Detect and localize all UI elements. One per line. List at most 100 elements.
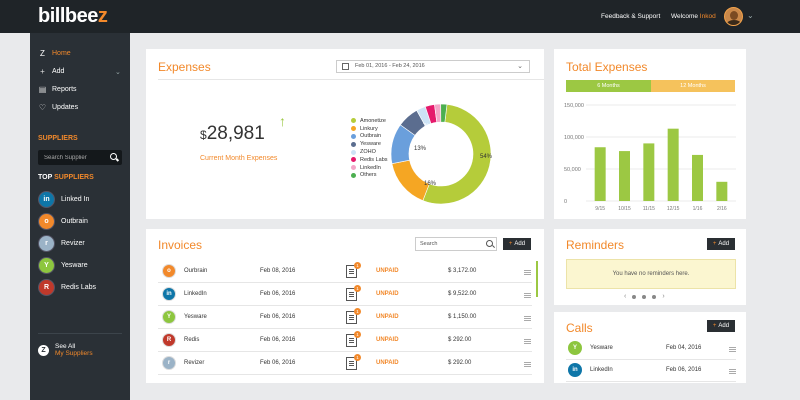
vendor-name: Yesware [184,314,207,320]
supplier-item[interactable]: o Outbrain [38,213,88,230]
call-row[interactable]: in LinkedIn Feb 06, 2016 [566,360,736,382]
tab-6-months[interactable]: 6 Months [566,80,651,92]
vendor-avatar: Y [162,310,176,324]
suppliers-heading: SUPPLIERS [38,135,78,142]
status-badge: UNPAID [376,268,399,274]
status-badge: UNPAID [376,291,399,297]
supplier-item[interactable]: R Redis Labs [38,279,96,296]
search-icon[interactable] [110,153,117,160]
invoice-amount: $ 1,150.00 [448,314,477,320]
menu-icon[interactable] [729,369,736,370]
reminders-card: Reminders + Add You have no reminders her… [554,229,746,305]
pager-dot[interactable] [642,294,647,299]
expenses-title: Expenses [158,60,211,74]
bar [594,147,606,201]
logo[interactable]: billbeez [38,5,108,27]
current-month-caption: Current Month Expenses [200,155,278,162]
vendor-avatar: o [162,264,176,278]
document-icon[interactable] [346,334,357,347]
supplier-item[interactable]: Y Yesware [38,257,88,274]
total-expenses-card: Total Expenses 6 Months 12 Months 150,00… [554,49,746,219]
document-icon[interactable] [346,288,357,301]
report-icon: ▤ [38,85,47,94]
user-name[interactable]: Inkod [699,13,716,20]
sidebar-item-home[interactable]: Z Home [38,49,71,58]
tab-12-months[interactable]: 12 Months [651,80,735,92]
vendor-avatar: R [162,333,176,347]
see-all-suppliers-link[interactable]: Z See All My Suppliers [38,343,93,357]
search-icon[interactable] [486,240,493,247]
invoice-amount: $ 3,172.00 [448,268,477,274]
supplier-search-input[interactable] [44,152,104,163]
supplier-search[interactable] [38,150,122,165]
arrow-up-icon: ↑ [279,113,286,129]
chevron-down-icon[interactable]: ⌄ [115,69,121,76]
status-badge: UNPAID [376,337,399,343]
x-tick-label: 1/16 [693,206,703,212]
scrollbar[interactable] [536,261,538,297]
x-tick-label: 9/15 [595,206,605,212]
invoice-date: Feb 08, 2016 [260,268,296,274]
document-icon[interactable] [346,311,357,324]
invoice-row[interactable]: R Redis Feb 06, 2016 1 UNPAID $ 292.00 [158,330,532,352]
call-date: Feb 06, 2016 [666,367,702,373]
chevron-left-icon[interactable]: ‹ [624,293,627,300]
menu-icon[interactable] [524,339,531,340]
document-icon[interactable] [346,357,357,370]
invoice-row[interactable]: r Revizer Feb 06, 2016 1 UNPAID $ 292.00 [158,353,532,375]
invoice-row[interactable]: in LinkedIn Feb 06, 2016 1 UNPAID $ 9,522.00 [158,284,532,306]
sidebar-divider [38,333,122,334]
menu-icon[interactable] [729,347,736,348]
bell-icon: ♡ [38,103,47,112]
date-range-select[interactable]: Feb 01, 2016 - Feb 24, 2016 ⌄ [336,60,530,73]
donut-label-c: 13% [414,146,427,152]
sidebar: Z Home + Add ⌄ ▤ Reports ♡ Updates SUPPLIERS… [30,33,130,400]
legend-item: Others [351,172,388,180]
caller-avatar: in [568,363,582,377]
invoice-amount: $ 292.00 [448,337,472,343]
feedback-link[interactable]: Feedback & Support [601,13,661,20]
top-bar: billbeez Feedback & Support Welcome Inko… [0,0,800,33]
invoice-search-input[interactable] [420,239,480,249]
sidebar-item-add[interactable]: + Add [38,67,64,76]
sidebar-item-updates[interactable]: ♡ Updates [38,103,79,112]
user-avatar[interactable] [724,7,743,26]
supplier-item[interactable]: r Revizer [38,235,85,252]
sidebar-item-reports[interactable]: ▤ Reports [38,85,77,94]
expense-amount: $28,981 [200,123,265,144]
supplier-avatar: r [38,235,55,252]
expenses-donut-chart: 54% 16% 13% 7% [390,103,493,205]
pager-dot[interactable] [652,294,657,299]
menu-icon[interactable] [524,362,531,363]
legend-item: Yesware [351,140,388,148]
home-icon: Z [40,49,45,58]
caller-name: Yesware [590,345,613,351]
bar [716,181,728,201]
add-invoice-button[interactable]: + Add [503,238,531,250]
supplier-avatar: o [38,213,55,230]
document-count-badge: 1 [354,308,361,315]
invoice-search[interactable] [415,237,497,251]
menu-icon[interactable] [524,270,531,271]
add-call-button[interactable]: + Add [707,320,735,332]
legend-item: LinkedIn [351,164,388,172]
legend-swatch [351,149,356,155]
add-reminder-button[interactable]: + Add [707,238,735,250]
vendor-name: LinkedIn [184,291,207,297]
menu-icon[interactable] [524,293,531,294]
invoice-row[interactable]: o Ourbrain Feb 08, 2016 1 UNPAID $ 3,172.00 [158,261,532,283]
invoices-card: Invoices +Add o Ourbrain Feb 08, 2016 1 UNPA… [146,229,544,383]
bar [667,128,679,201]
invoices-title: Invoices [158,238,203,252]
legend-swatch [351,118,356,124]
chevron-down-icon[interactable]: ⌄ [747,11,754,20]
chevron-right-icon[interactable]: › [662,293,665,300]
call-row[interactable]: Y Yesware Feb 04, 2016 [566,338,736,360]
invoice-date: Feb 06, 2016 [260,291,296,297]
supplier-item[interactable]: in Linked In [38,191,89,208]
pager-dot[interactable] [632,294,637,299]
menu-icon[interactable] [524,316,531,317]
document-icon[interactable] [346,265,357,278]
vendor-name: Revizer [184,360,205,366]
invoice-row[interactable]: Y Yesware Feb 06, 2016 1 UNPAID $ 1,150.00 [158,307,532,329]
